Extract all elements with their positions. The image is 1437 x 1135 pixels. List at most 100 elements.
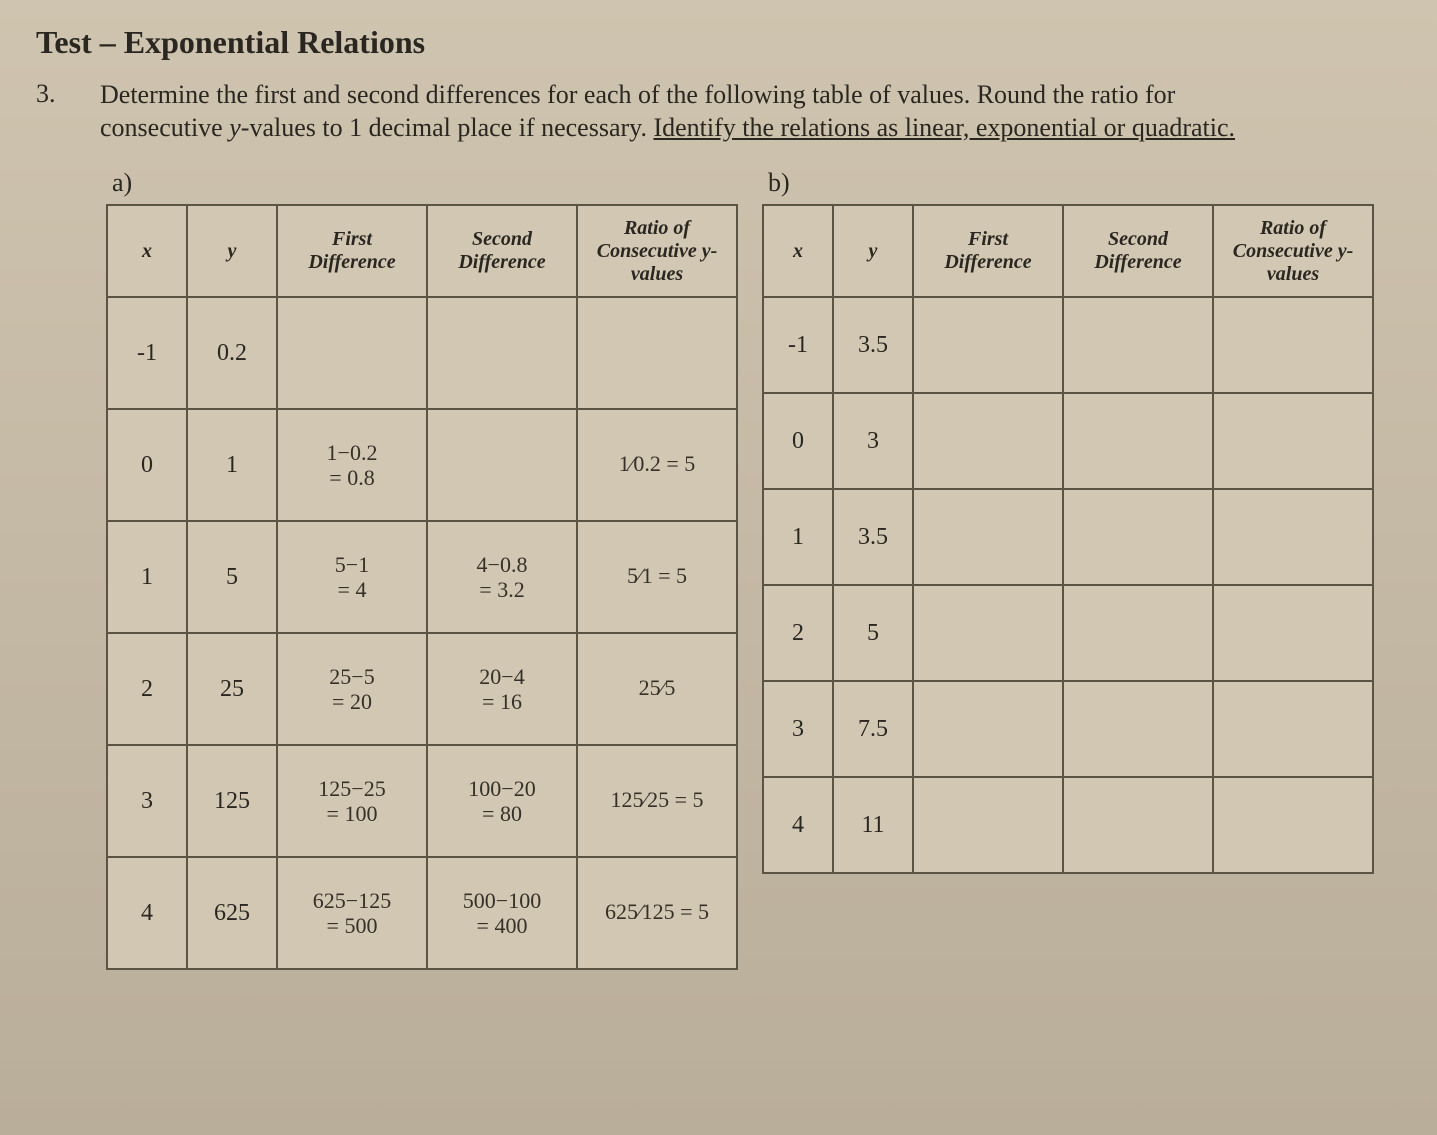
cell-ratio-hand-line1: 1⁄0.2 = 5	[619, 452, 696, 475]
cell-x: 4	[107, 857, 187, 969]
cell-x: 2	[763, 585, 833, 681]
cell-ratio	[1213, 585, 1373, 681]
cell-x: 3	[763, 681, 833, 777]
table-row: 25	[763, 585, 1373, 681]
cell-ratio	[577, 297, 737, 409]
cell-y-value: 25	[220, 676, 244, 703]
cell-second-difference-hand-line2: = 16	[482, 690, 522, 713]
table-a-col-second: Second Difference	[427, 205, 577, 297]
cell-first-difference-hand-line1: 125−25	[318, 777, 385, 800]
cell-first-difference	[913, 489, 1063, 585]
cell-x: 3	[107, 745, 187, 857]
part-b-wrap: b) x y First Difference Second Differenc…	[762, 162, 1374, 874]
cell-y-value: 11	[861, 812, 884, 839]
cell-first-difference-hand-line1: 25−5	[329, 665, 374, 688]
cell-y: 125	[187, 745, 277, 857]
cell-y-value: 125	[214, 788, 250, 815]
worksheet-page: Test – Exponential Relations 3. Determin…	[0, 0, 1437, 1135]
part-a-label: a)	[112, 168, 738, 198]
table-a-body: -10.2011−0.2= 0.81⁄0.2 = 5155−1= 44−0.8=…	[107, 297, 737, 969]
table-a-col-ratio: Ratio of Consecutive y-values	[577, 205, 737, 297]
page-title: Test – Exponential Relations	[36, 24, 1401, 61]
cell-second-difference	[1063, 681, 1213, 777]
table-row: 155−1= 44−0.8= 3.25⁄1 = 5	[107, 521, 737, 633]
cell-y-value: 1	[226, 452, 238, 479]
cell-y: 7.5	[833, 681, 913, 777]
cell-x-value: 3	[141, 788, 153, 815]
cell-first-difference-hand-line1: 1−0.2	[327, 441, 378, 464]
cell-x: 2	[107, 633, 187, 745]
cell-ratio: 625⁄125 = 5	[577, 857, 737, 969]
cell-y: 625	[187, 857, 277, 969]
cell-first-difference: 25−5= 20	[277, 633, 427, 745]
cell-y: 3.5	[833, 297, 913, 393]
table-a: x y First Difference Second Difference R…	[106, 204, 738, 970]
cell-second-difference	[1063, 393, 1213, 489]
table-row: 4 625 625−125= 500 500−100= 400625⁄125 = 5	[107, 857, 737, 969]
cell-x-value: 2	[141, 676, 153, 703]
table-b-col-ratio: Ratio of Consecutive y-values	[1213, 205, 1373, 297]
cell-y-value: 5	[226, 564, 238, 591]
cell-x: 4	[763, 777, 833, 873]
cell-y-value: 625	[214, 900, 250, 927]
cell-ratio	[1213, 393, 1373, 489]
cell-x: 0	[107, 409, 187, 521]
cell-x-value: 1	[792, 524, 804, 551]
cell-x: 1	[107, 521, 187, 633]
cell-ratio	[1213, 681, 1373, 777]
cell-x: 1	[763, 489, 833, 585]
cell-ratio: 25⁄5	[577, 633, 737, 745]
cell-y-value: 3.5	[858, 332, 888, 359]
cell-second-difference: 500−100= 400	[427, 857, 577, 969]
part-b-label: b)	[768, 168, 1374, 198]
cell-first-difference-hand-line2: = 500	[327, 914, 378, 937]
cell-x-value: -1	[137, 340, 157, 367]
table-b-col-second: Second Difference	[1063, 205, 1213, 297]
part-a-wrap: a) x y First Difference Second Differenc…	[106, 162, 738, 970]
cell-second-difference-hand-line2: = 400	[477, 914, 528, 937]
table-a-col-first: First Difference	[277, 205, 427, 297]
cell-y: 1	[187, 409, 277, 521]
cell-second-difference: 4−0.8= 3.2	[427, 521, 577, 633]
cell-y-value: 5	[867, 620, 879, 647]
cell-second-difference-hand-line1: 20−4	[479, 665, 524, 688]
question-text-part-b: -values to 1 decimal place if necessary.	[241, 113, 654, 142]
table-a-col-y: y	[187, 205, 277, 297]
cell-second-difference-hand-line2: = 80	[482, 802, 522, 825]
cell-y: 25	[187, 633, 277, 745]
cell-first-difference-hand-line1: 5−1	[335, 553, 369, 576]
cell-second-difference	[1063, 777, 1213, 873]
cell-x-value: 3	[792, 716, 804, 743]
table-a-head: x y First Difference Second Difference R…	[107, 205, 737, 297]
table-a-col-x: x	[107, 205, 187, 297]
table-row: 37.5	[763, 681, 1373, 777]
cell-second-difference	[1063, 489, 1213, 585]
cell-first-difference-hand-line2: = 0.8	[329, 466, 374, 489]
cell-y-value: 0.2	[217, 340, 247, 367]
cell-x-value: 4	[792, 812, 804, 839]
table-row: -13.5	[763, 297, 1373, 393]
question-text-part-c: Identify the relations as linear, expone…	[653, 113, 1235, 142]
cell-ratio-hand-line1: 125⁄25 = 5	[610, 788, 703, 811]
cell-y-value: 7.5	[858, 716, 888, 743]
table-b-head: x y First Difference Second Difference R…	[763, 205, 1373, 297]
cell-second-difference-hand-line1: 4−0.8	[477, 553, 528, 576]
cell-first-difference-hand-line1: 625−125	[313, 889, 391, 912]
cell-second-difference: 20−4= 16	[427, 633, 577, 745]
cell-ratio	[1213, 297, 1373, 393]
cell-ratio	[1213, 777, 1373, 873]
cell-second-difference	[427, 409, 577, 521]
question-text: Determine the first and second differenc…	[100, 79, 1300, 144]
question-block: 3. Determine the first and second differ…	[36, 79, 1401, 144]
cell-ratio-hand-line1: 25⁄5	[639, 676, 676, 699]
cell-y: 3.5	[833, 489, 913, 585]
cell-first-difference: 5−1= 4	[277, 521, 427, 633]
cell-x-value: 1	[141, 564, 153, 591]
table-row: 3125125−25= 100100−20= 80125⁄25 = 5	[107, 745, 737, 857]
cell-y-value: 3	[867, 428, 879, 455]
table-b: x y First Difference Second Difference R…	[762, 204, 1374, 874]
question-text-y: y	[229, 113, 241, 142]
cell-y: 5	[833, 585, 913, 681]
cell-first-difference	[913, 585, 1063, 681]
table-row: 13.5	[763, 489, 1373, 585]
